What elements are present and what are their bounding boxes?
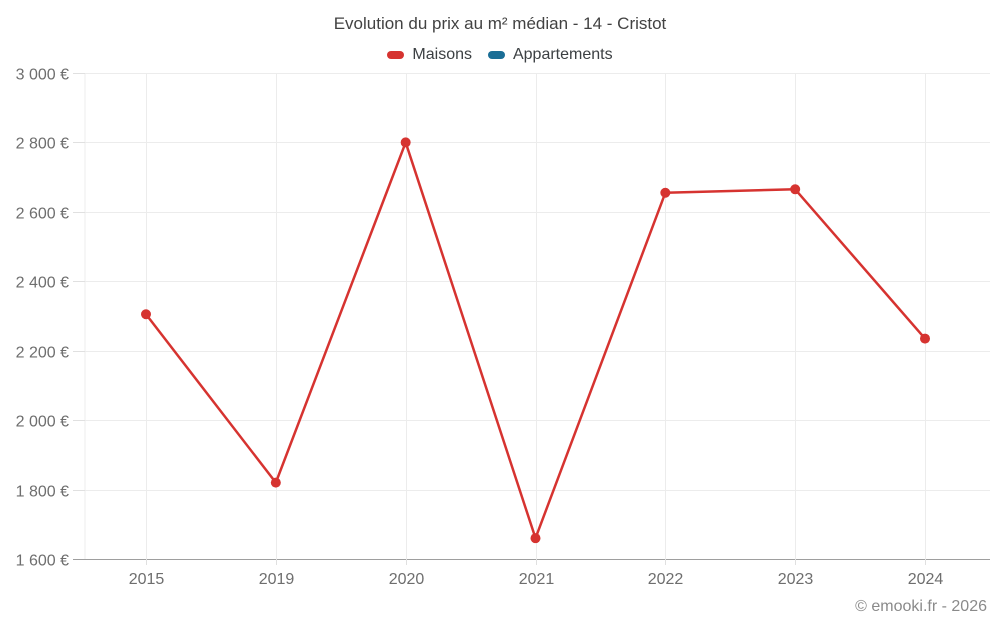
legend-label: Maisons [412, 46, 472, 63]
x-tick-label: 2020 [389, 571, 425, 588]
data-point-maisons-2020[interactable] [400, 137, 411, 148]
chart-title: Evolution du prix au m² médian - 14 - Cr… [333, 14, 667, 33]
legend-item-appartements[interactable]: Appartements [487, 46, 613, 64]
data-point-maisons-2024[interactable] [920, 333, 930, 344]
legend-swatch-icon [487, 51, 505, 59]
data-point-maisons-2023[interactable] [790, 184, 801, 195]
x-tick-label: 2019 [259, 571, 295, 588]
legend-item-maisons[interactable]: Maisons [387, 46, 472, 64]
y-tick-label: 2 000 € [16, 414, 69, 431]
data-point-maisons-2019[interactable] [270, 477, 281, 488]
x-tick-label: 2024 [908, 571, 944, 588]
legend-label: Appartements [512, 46, 613, 63]
copyright-footer: © emooki.fr - 2026 [855, 598, 987, 615]
y-tick-label: 1 800 € [16, 484, 69, 501]
y-tick-label: 3 000 € [16, 67, 69, 84]
data-point-maisons-2021[interactable] [530, 533, 541, 544]
y-tick-label: 1 600 € [16, 553, 69, 570]
legend-swatch-icon [387, 51, 405, 59]
y-tick-label: 2 400 € [16, 275, 69, 292]
data-point-maisons-2022[interactable] [660, 187, 671, 198]
x-tick-label: 2021 [519, 571, 555, 588]
y-tick-label: 2 200 € [16, 345, 69, 362]
series-line-maisons [144, 141, 927, 540]
chart-legend: Maisons Appartements [0, 46, 1000, 64]
data-point-maisons-2015[interactable] [141, 309, 151, 320]
x-tick-label: 2015 [129, 571, 165, 588]
y-tick-label: 2 800 € [16, 136, 69, 153]
x-tick-label: 2022 [648, 571, 684, 588]
x-tick-label: 2023 [778, 571, 814, 588]
y-tick-label: 2 600 € [16, 206, 69, 223]
